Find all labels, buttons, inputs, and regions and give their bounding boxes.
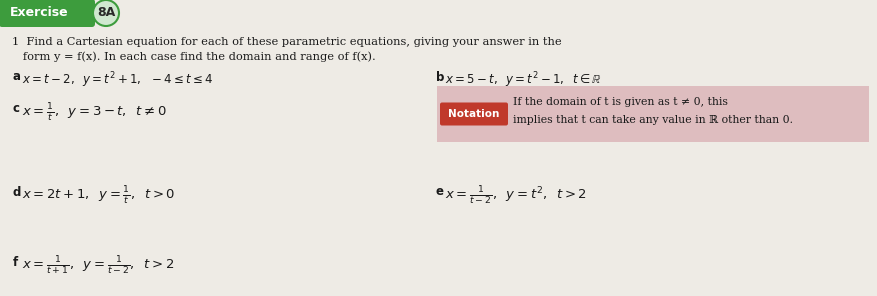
Text: form y = f(x). In each case find the domain and range of f(x).: form y = f(x). In each case find the dom… bbox=[12, 51, 375, 62]
Text: $\bf{e}$: $\bf{e}$ bbox=[434, 185, 444, 198]
FancyBboxPatch shape bbox=[437, 86, 868, 142]
Text: $x=\frac{1}{t},\;\;y=3-t,\;\;t\neq 0$: $x=\frac{1}{t},\;\;y=3-t,\;\;t\neq 0$ bbox=[22, 102, 167, 124]
Text: 1  Find a Cartesian equation for each of these parametric equations, giving your: 1 Find a Cartesian equation for each of … bbox=[12, 37, 561, 47]
Text: implies that t can take any value in ℝ other than 0.: implies that t can take any value in ℝ o… bbox=[512, 115, 792, 125]
Text: $x=\frac{1}{t-2},\;\;y=t^2,\;\;t>2$: $x=\frac{1}{t-2},\;\;y=t^2,\;\;t>2$ bbox=[445, 185, 586, 207]
Text: Exercise: Exercise bbox=[10, 7, 68, 20]
Text: $\bf{f}$: $\bf{f}$ bbox=[12, 255, 19, 269]
Text: $x=5-t,\;\;y=t^2-1,\;\;t\in\mathbb{R}$: $x=5-t,\;\;y=t^2-1,\;\;t\in\mathbb{R}$ bbox=[445, 70, 601, 90]
Text: $\bf{a}$: $\bf{a}$ bbox=[12, 70, 21, 83]
FancyBboxPatch shape bbox=[439, 102, 508, 126]
Circle shape bbox=[93, 0, 119, 26]
Text: If the domain of t is given as t ≠ 0, this: If the domain of t is given as t ≠ 0, th… bbox=[512, 97, 727, 107]
Text: $x=2t+1,\;\;y=\frac{1}{t},\;\;t>0$: $x=2t+1,\;\;y=\frac{1}{t},\;\;t>0$ bbox=[22, 185, 175, 207]
FancyBboxPatch shape bbox=[0, 0, 95, 27]
Text: $x=t-2,\;\;y=t^2+1,\;\;-4\leq t\leq 4$: $x=t-2,\;\;y=t^2+1,\;\;-4\leq t\leq 4$ bbox=[22, 70, 213, 90]
Text: Notation: Notation bbox=[448, 109, 499, 119]
Text: $x=\frac{1}{t+1},\;\;y=\frac{1}{t-2},\;\;t>2$: $x=\frac{1}{t+1},\;\;y=\frac{1}{t-2},\;\… bbox=[22, 255, 174, 277]
Text: $\bf{b}$: $\bf{b}$ bbox=[434, 70, 445, 84]
Text: $\bf{d}$: $\bf{d}$ bbox=[12, 185, 21, 199]
Text: $\bf{c}$: $\bf{c}$ bbox=[12, 102, 20, 115]
Text: 8A: 8A bbox=[96, 7, 115, 20]
